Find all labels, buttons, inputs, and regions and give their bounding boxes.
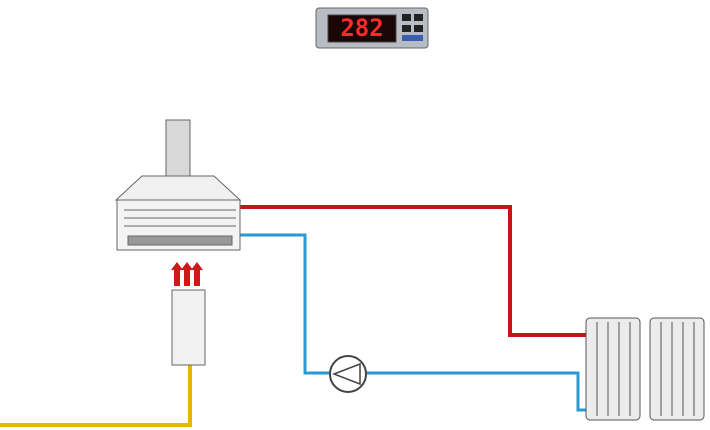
cold-pipe — [366, 371, 590, 412]
display-button — [402, 35, 423, 41]
display-button — [402, 25, 411, 32]
fireplace — [114, 119, 242, 251]
gas-pipe — [0, 365, 192, 427]
display-screen — [327, 14, 397, 43]
grate — [127, 235, 233, 246]
burner — [171, 289, 206, 366]
thermostat: 282 — [315, 7, 429, 49]
arrow — [171, 262, 183, 286]
radiator — [649, 317, 705, 421]
hood — [114, 175, 242, 201]
cold-pipe — [240, 233, 330, 375]
radiators — [585, 317, 705, 421]
chimney — [165, 119, 191, 177]
display-button — [414, 14, 423, 21]
radiator — [585, 317, 641, 421]
hot-pipe — [240, 205, 590, 337]
display-button — [414, 25, 423, 32]
pump-symbol — [331, 362, 361, 386]
heat-arrows — [171, 262, 203, 286]
pump — [329, 355, 367, 393]
arrow — [181, 262, 193, 286]
display-reading: 282 — [340, 14, 383, 42]
display-button — [402, 14, 411, 21]
arrow — [191, 262, 203, 286]
